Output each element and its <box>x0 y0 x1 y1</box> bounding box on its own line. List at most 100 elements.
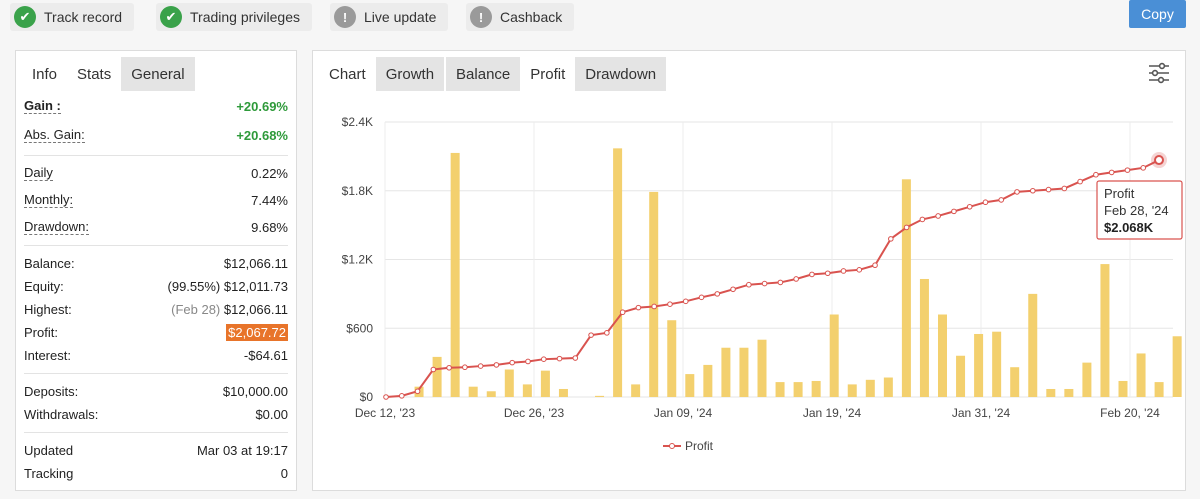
line-point <box>982 199 989 206</box>
line-point <box>556 355 563 362</box>
badge-trading-privileges: ✔ Trading privileges <box>156 3 312 31</box>
bar <box>468 386 478 397</box>
stat-daily: Daily 0.22% <box>24 162 288 185</box>
chart-svg: $0 $600 $1.2K $1.8K $2.4K Dec 12, '23 Dec 26, … <box>342 115 1183 453</box>
stat-label: Balance: <box>24 256 75 271</box>
profit-line <box>385 159 1160 398</box>
legend-marker <box>669 443 675 449</box>
line-point <box>446 364 452 371</box>
line-point <box>840 268 847 274</box>
line-point <box>872 262 878 269</box>
bar <box>775 382 785 397</box>
tab-general[interactable]: General <box>121 57 195 91</box>
bar <box>613 148 623 397</box>
tab-stats[interactable]: Stats <box>67 57 122 91</box>
tab-balance[interactable]: Balance <box>446 57 521 91</box>
bar <box>721 347 731 397</box>
x-tick-label: Dec 12, '23 <box>355 406 416 420</box>
badge-cashback: ! Cashback <box>466 3 575 31</box>
settings-sliders-icon[interactable] <box>1147 61 1171 85</box>
line-point <box>1108 169 1115 176</box>
stat-label[interactable]: Daily <box>24 165 53 181</box>
bar <box>649 191 659 397</box>
stat-label[interactable]: Monthly: <box>24 192 74 208</box>
stat-updated: Updated Mar 03 at 19:17 <box>24 439 288 462</box>
line-point <box>951 208 957 215</box>
stat-value: $2,067.72 <box>226 324 288 341</box>
tab-drawdown[interactable]: Drawdown <box>575 57 667 91</box>
bar <box>956 355 966 397</box>
line-point <box>746 281 752 288</box>
stat-tracking: Tracking 0 <box>24 462 288 485</box>
line-point <box>888 236 894 242</box>
stat-deposits: Deposits: $10,000.00 <box>24 380 288 403</box>
bar <box>901 179 911 397</box>
stat-highest: Highest: (Feb 28) $12,066.11 <box>24 298 288 321</box>
stat-value: 0.22% <box>251 166 288 181</box>
tooltip-title: Profit <box>1104 186 1135 201</box>
badge-label: Track record <box>44 9 123 25</box>
stat-value: -$64.61 <box>243 348 288 363</box>
bar <box>1064 388 1074 397</box>
x-tick-label: Jan 19, '24 <box>803 406 862 420</box>
bar <box>919 278 929 397</box>
bar <box>1118 380 1128 397</box>
stat-label[interactable]: Drawdown: <box>24 219 90 235</box>
bar <box>992 331 1002 397</box>
tab-profit[interactable]: Profit <box>520 57 576 91</box>
line-point <box>1124 167 1131 173</box>
line-point <box>1029 187 1036 194</box>
y-tick-label: $1.2K <box>342 253 373 267</box>
line-point <box>1045 186 1052 193</box>
badge-label: Trading privileges <box>190 9 300 25</box>
chart-tabs: Chart Growth Balance Profit Drawdown <box>313 51 1185 91</box>
stat-value: +20.69% <box>236 99 288 114</box>
bar <box>811 380 821 397</box>
tooltip-value: $2.068K <box>1104 220 1154 235</box>
line-point <box>809 271 815 278</box>
bar <box>595 395 605 397</box>
line-point <box>730 286 736 293</box>
bar <box>829 314 839 397</box>
line-point <box>619 309 626 316</box>
line-point <box>462 364 468 371</box>
line-point <box>667 301 673 307</box>
stat-value: $12,066.11 <box>223 302 288 317</box>
stat-label: Tracking <box>24 466 74 481</box>
stat-label[interactable]: Abs. Gain: <box>24 127 85 143</box>
stats-panel: Info Stats General Gain : +20.69% Abs. G… <box>15 50 297 491</box>
left-tabs: Info Stats General <box>16 51 296 91</box>
stat-label[interactable]: Gain : <box>24 98 61 114</box>
tab-chart[interactable]: Chart <box>319 57 376 91</box>
stat-drawdown: Drawdown: 9.68% <box>24 216 288 239</box>
line-point <box>856 267 863 273</box>
stat-label: Updated <box>24 443 74 458</box>
line-point <box>477 363 484 369</box>
stat-withdrawals: Withdrawals: $0.00 <box>24 403 288 426</box>
bar <box>938 314 947 397</box>
line-point <box>793 276 799 282</box>
line-point <box>682 298 689 305</box>
tab-info[interactable]: Info <box>22 57 68 91</box>
line-point <box>525 358 531 365</box>
bar <box>1028 293 1038 397</box>
line-point <box>509 359 516 366</box>
bar <box>1010 367 1020 397</box>
line-point <box>935 213 941 219</box>
exclamation-icon: ! <box>334 6 356 28</box>
bar <box>703 364 713 397</box>
stat-equity: Equity: (99.55%) $12,011.73 <box>24 275 288 298</box>
line-point <box>383 394 389 400</box>
stat-note: (99.55%) <box>167 279 221 294</box>
line-point <box>919 216 926 223</box>
x-tick-label: Jan 09, '24 <box>654 406 713 420</box>
line-point <box>1061 185 1068 192</box>
line-point <box>540 356 547 362</box>
stat-value: 7.44% <box>251 193 288 208</box>
tooltip-date: Feb 28, '24 <box>1104 203 1169 218</box>
x-tick-label: Jan 31, '24 <box>952 406 1011 420</box>
copy-button[interactable]: Copy <box>1129 0 1186 28</box>
line-point <box>398 393 405 399</box>
tab-growth[interactable]: Growth <box>375 57 445 91</box>
line-point <box>1140 165 1147 171</box>
